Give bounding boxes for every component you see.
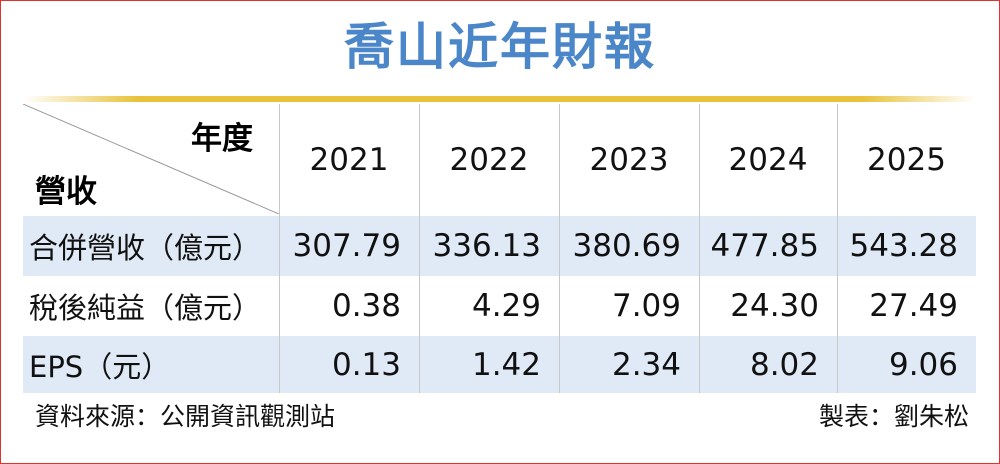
table-cell: 9.06 xyxy=(888,346,958,383)
table-cell: 27.49 xyxy=(869,288,958,324)
table-cell: 380.69 xyxy=(572,228,681,264)
corner-bottom: 營收 xyxy=(35,174,97,210)
table-cell: 0.38 xyxy=(331,288,401,324)
row-background xyxy=(23,216,976,276)
table-cell: 4.29 xyxy=(471,288,541,324)
row-label: 合併營收（億元） xyxy=(29,231,262,265)
title: 喬山近年財報 xyxy=(344,18,656,76)
column-header: 2021 xyxy=(309,142,389,178)
row-label: 稅後純益（億元） xyxy=(29,291,262,325)
table-cell: 8.02 xyxy=(749,346,819,383)
column-header: 2025 xyxy=(867,142,946,178)
table-cell: 543.28 xyxy=(849,228,958,264)
column-header: 2024 xyxy=(728,142,808,178)
column-divider xyxy=(837,104,838,393)
table-cell: 0.13 xyxy=(331,346,401,383)
source: 資料來源：公開資訊觀測站 xyxy=(35,402,336,431)
table-cell: 336.13 xyxy=(432,228,541,264)
table-cell: 307.79 xyxy=(292,228,401,264)
corner-diagonal xyxy=(23,104,279,214)
table-cell: 24.30 xyxy=(730,288,819,324)
credit: 製表：劉朱松 xyxy=(818,402,969,431)
table-cell: 1.42 xyxy=(471,346,541,383)
row-label: EPS（元） xyxy=(29,349,171,384)
column-divider xyxy=(699,104,700,393)
column-divider xyxy=(419,104,420,393)
divider xyxy=(23,96,976,102)
table-cell: 7.09 xyxy=(611,288,681,324)
corner-top: 年度 xyxy=(191,121,253,157)
column-header: 2023 xyxy=(589,142,669,178)
column-divider xyxy=(279,104,280,393)
column-divider xyxy=(559,104,560,393)
row-background xyxy=(23,336,976,393)
table-cell: 2.34 xyxy=(611,346,681,383)
table-cell: 477.85 xyxy=(710,228,819,264)
row-background xyxy=(23,276,976,336)
column-header: 2022 xyxy=(449,142,529,178)
